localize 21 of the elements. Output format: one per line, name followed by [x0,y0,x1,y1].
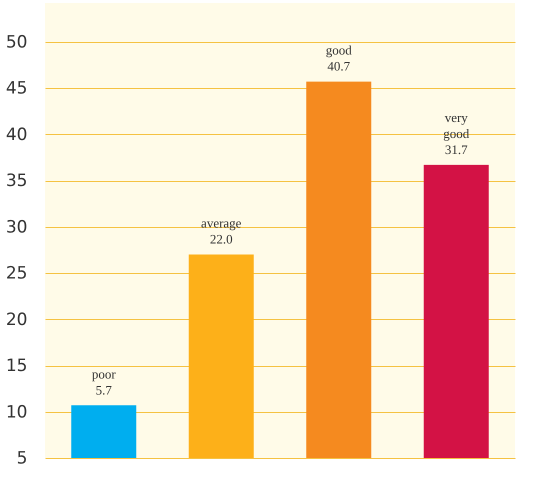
y-tick-label: 45 [6,78,28,99]
x-tick-label: poor [92,366,116,382]
data-label: 31.7 [444,142,468,157]
y-tick-label: 30 [6,217,28,238]
data-label: 40.7 [327,58,351,74]
y-tick-label: 50 [6,32,28,52]
y-tick-label: 5 [16,448,28,468]
x-tick-label: good [326,42,352,58]
bar [188,254,254,458]
y-tick-label: 20 [6,310,28,330]
y-tick-label: 40 [6,124,28,145]
y-tick-label: 35 [6,171,28,192]
data-label: 22.0 [210,232,233,247]
data-label: 5.7 [96,382,112,398]
bar [71,405,136,458]
y-tick-label: 10 [6,402,28,422]
y-tick-label: 15 [6,356,28,376]
x-tick-label: average [201,216,242,231]
bar [306,82,372,458]
bar [424,164,489,458]
y-tick-label: 25 [6,264,28,284]
